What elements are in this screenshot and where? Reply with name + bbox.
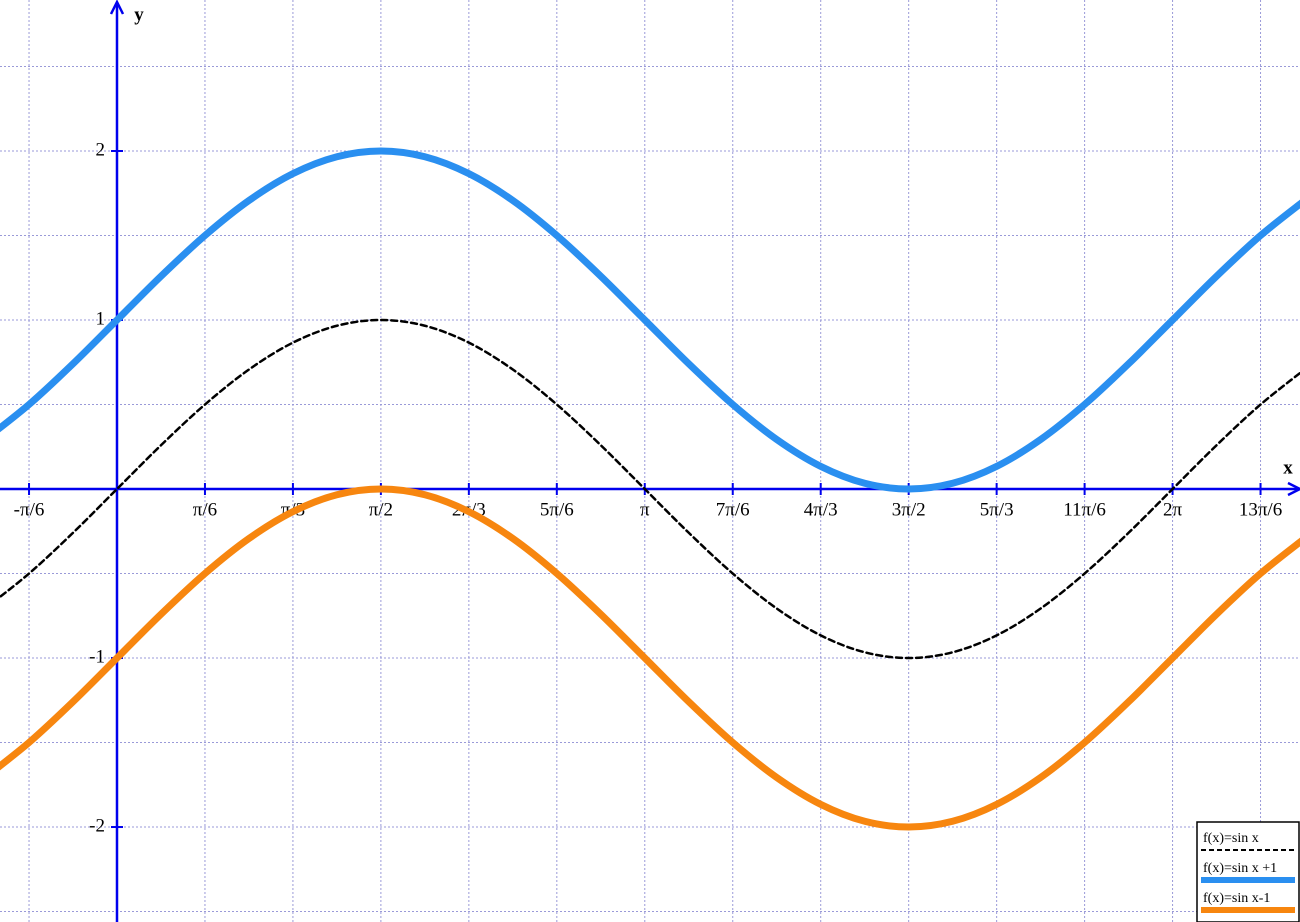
curves [0, 147, 1300, 831]
legend: f(x)=sin x f(x)=sin x +1 f(x)=sin x-1 [1196, 821, 1300, 922]
x-arrow [1287, 481, 1300, 497]
x-tick-label: π [640, 499, 650, 520]
y-tick-label: 2 [95, 139, 105, 160]
x-tick-label: -π/6 [14, 499, 45, 520]
curve [0, 318, 1300, 660]
x-axis-label: x [1283, 457, 1293, 478]
y-axis-label: y [134, 4, 144, 25]
curve [0, 485, 1300, 831]
y-tick-label: -2 [89, 815, 105, 836]
x-tick-label: 11π/6 [1063, 499, 1106, 520]
curve [0, 147, 1300, 493]
y-arrow [109, 0, 125, 15]
y-tick-label: 1 [95, 308, 105, 329]
legend-label: f(x)=sin x +1 [1203, 861, 1277, 876]
x-tick-label: 7π/6 [716, 499, 750, 520]
x-tick-label: π/2 [369, 499, 393, 520]
x-tick-label: 5π/6 [540, 499, 574, 520]
x-tick-label: 5π/3 [980, 499, 1014, 520]
x-tick-label: 3π/2 [892, 499, 926, 520]
x-tick-label: 2π [1163, 499, 1183, 520]
x-tick-label: π/6 [193, 499, 217, 520]
legend-label: f(x)=sin x [1203, 831, 1259, 846]
legend-box [1196, 821, 1300, 922]
x-tick-label: 4π/3 [804, 499, 838, 520]
y-tick-label: -1 [89, 646, 105, 667]
x-tick-label: 13π/6 [1239, 499, 1282, 520]
legend-label: f(x)=sin x-1 [1203, 891, 1270, 906]
